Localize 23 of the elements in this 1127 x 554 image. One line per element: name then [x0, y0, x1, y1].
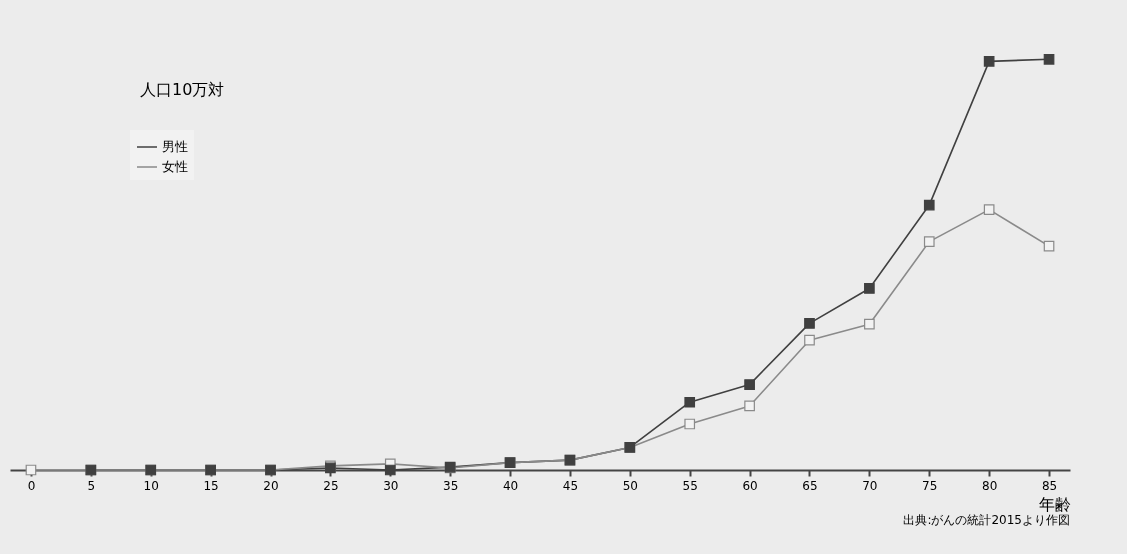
x-tick-label: 5 — [87, 478, 96, 493]
x-tick-label: 15 — [203, 478, 219, 493]
x-tick-label: 25 — [323, 478, 339, 493]
x-tick-label: 20 — [263, 478, 279, 493]
x-tick-label: 75 — [922, 478, 938, 493]
x-tick-label: 60 — [742, 478, 758, 493]
x-tick-label: 80 — [982, 478, 998, 493]
source-note: 出典:がんの統計2015より作図 — [903, 513, 1070, 527]
x-tick-label: 85 — [1041, 478, 1058, 493]
legend-label: 女性 — [162, 159, 188, 174]
x-tick-label: 45 — [562, 478, 579, 493]
legend-label: 男性 — [162, 139, 188, 154]
x-tick-label: 70 — [862, 478, 878, 493]
x-tick-label: 50 — [622, 478, 638, 493]
annotation: 人口10万対 — [140, 80, 225, 99]
x-tick-label: 65 — [802, 478, 818, 493]
x-tick-label: 30 — [383, 478, 399, 493]
x-tick-label: 10 — [143, 478, 159, 493]
x-tick-label: 55 — [682, 478, 698, 493]
x-tick-label: 40 — [502, 478, 519, 493]
x-axis-title: 年齢 — [1038, 494, 1071, 514]
x-tick-label: 0 — [27, 478, 36, 493]
x-tick-label: 35 — [443, 478, 459, 493]
